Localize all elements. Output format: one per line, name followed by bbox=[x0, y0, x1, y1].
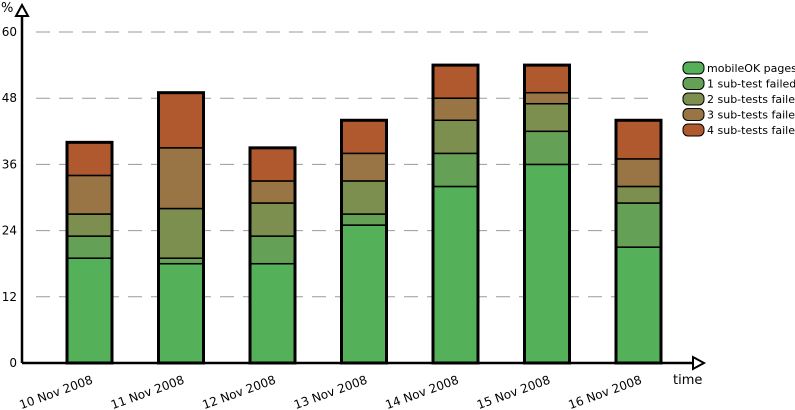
y-tick-label: 24 bbox=[2, 224, 17, 238]
y-tick-label: 12 bbox=[2, 290, 17, 304]
bar-segment bbox=[157, 147, 205, 210]
y-axis-label: % bbox=[1, 1, 13, 16]
bar-segment bbox=[340, 224, 388, 364]
legend-label: mobileOK pages bbox=[707, 62, 795, 75]
bar-stack bbox=[248, 146, 297, 365]
bar-segment bbox=[340, 180, 388, 215]
bar-segment bbox=[615, 246, 662, 364]
bar-stack bbox=[65, 140, 114, 365]
bar-stack bbox=[431, 63, 480, 365]
legend-swatch bbox=[682, 123, 705, 137]
bar-segment bbox=[66, 213, 113, 237]
legend-label: 4 sub-tests failed bbox=[707, 124, 795, 137]
bar-stack bbox=[340, 118, 388, 365]
bar-stack bbox=[157, 91, 205, 365]
bar-segment bbox=[157, 91, 205, 149]
bar-segment bbox=[523, 130, 571, 166]
bar-segment bbox=[523, 91, 571, 105]
legend-label: 2 sub-tests failed bbox=[707, 93, 795, 106]
legend-swatch bbox=[682, 77, 705, 90]
bar-segment bbox=[523, 163, 571, 364]
legend-label: 1 sub-test failed bbox=[707, 78, 795, 91]
bar-segment bbox=[157, 262, 205, 364]
y-tick-label: 48 bbox=[2, 91, 17, 105]
bar-segment bbox=[432, 152, 479, 188]
bar-segment bbox=[523, 64, 571, 94]
legend-item: 4 sub-tests failed bbox=[682, 123, 795, 137]
bar-segment bbox=[615, 119, 662, 160]
bar-segment bbox=[66, 235, 113, 259]
bar-segment bbox=[157, 257, 205, 265]
bar-segment bbox=[249, 180, 296, 204]
legend-swatch bbox=[682, 61, 705, 75]
x-tick-label: 15 Nov 2008 bbox=[475, 373, 552, 410]
bar-segment bbox=[340, 119, 388, 155]
x-tick-label: 12 Nov 2008 bbox=[201, 373, 278, 410]
x-axis-arrow-icon bbox=[692, 355, 707, 371]
axes: % time bbox=[1, 1, 707, 388]
x-tick-label: 13 Nov 2008 bbox=[292, 373, 369, 410]
legend-swatch bbox=[682, 108, 705, 121]
bar-segment bbox=[615, 185, 662, 204]
x-tick-label: 10 Nov 2008 bbox=[18, 373, 95, 410]
bar-segment bbox=[523, 102, 571, 133]
y-tick-label: 60 bbox=[2, 25, 17, 39]
bar-segment bbox=[66, 257, 113, 364]
y-tick-label: 0 bbox=[9, 356, 17, 370]
bar-segment bbox=[157, 207, 205, 259]
x-tick-label: 11 Nov 2008 bbox=[109, 373, 186, 410]
bars bbox=[65, 63, 663, 365]
y-tick-label: 36 bbox=[2, 157, 17, 171]
legend-label: 3 sub-tests failed bbox=[707, 109, 795, 122]
x-tick-label: 14 Nov 2008 bbox=[384, 373, 461, 410]
bar-segment bbox=[249, 235, 296, 265]
x-tick-label: 16 Nov 2008 bbox=[567, 373, 644, 410]
bar-segment bbox=[615, 158, 662, 188]
legend-swatch bbox=[682, 92, 705, 106]
legend: mobileOK pages 1 sub-test failed 2 sub-tes… bbox=[682, 61, 795, 137]
legend-item: 1 sub-test failed bbox=[682, 77, 795, 91]
bar-segment bbox=[432, 97, 479, 122]
bar-segment bbox=[249, 147, 296, 182]
bar-stack bbox=[523, 63, 571, 365]
bar-segment bbox=[66, 174, 113, 215]
bar-segment bbox=[432, 119, 479, 155]
bar-segment bbox=[340, 152, 388, 182]
bar-segment bbox=[249, 202, 296, 237]
legend-item: 2 sub-tests failed bbox=[682, 92, 795, 106]
legend-item: 3 sub-tests failed bbox=[682, 108, 795, 122]
bar-segment bbox=[66, 141, 113, 177]
legend-item: mobileOK pages bbox=[682, 61, 795, 75]
bar-segment bbox=[432, 185, 479, 364]
bar-segment bbox=[249, 262, 296, 364]
y-axis-arrow-icon bbox=[14, 2, 30, 17]
x-axis-label: time bbox=[673, 373, 702, 388]
bar-segment bbox=[432, 64, 479, 99]
bar-stack bbox=[614, 118, 663, 365]
bar-segment bbox=[340, 213, 388, 226]
bar-segment bbox=[615, 202, 662, 248]
